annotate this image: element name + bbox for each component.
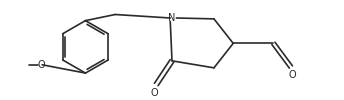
Text: O: O — [37, 60, 45, 70]
Text: O: O — [151, 88, 158, 98]
Text: O: O — [289, 70, 297, 81]
Text: N: N — [168, 13, 176, 23]
